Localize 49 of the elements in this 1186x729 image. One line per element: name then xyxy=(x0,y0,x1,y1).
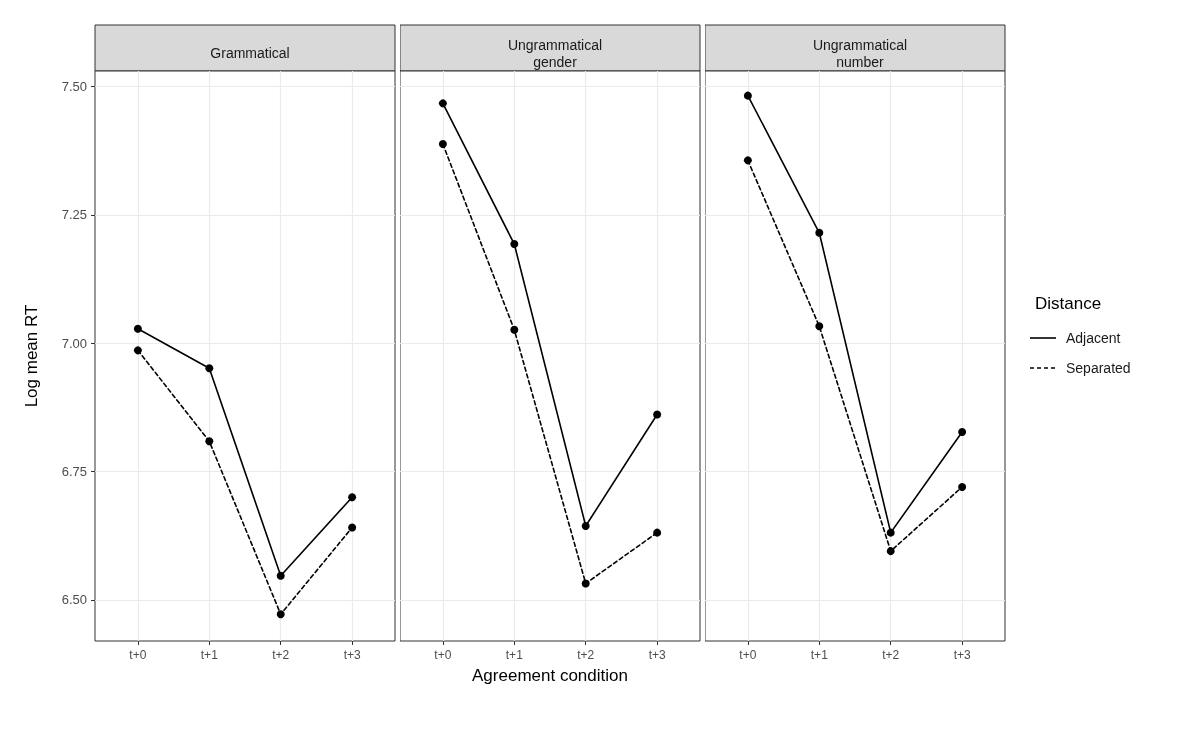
point xyxy=(743,91,752,100)
point xyxy=(348,523,357,532)
point xyxy=(276,571,285,580)
x-tick-label: t+0 xyxy=(129,648,147,662)
x-tick-label: t+3 xyxy=(343,648,361,662)
y-tick-label: 7.50 xyxy=(61,78,87,94)
point xyxy=(815,228,824,237)
point xyxy=(653,410,662,419)
point xyxy=(438,139,447,148)
x-tick-label: t+1 xyxy=(810,648,829,662)
point xyxy=(205,437,214,446)
point xyxy=(581,579,590,588)
x-tick-label: t+3 xyxy=(953,648,971,662)
x-axis-title: Agreement condition xyxy=(472,666,628,685)
point xyxy=(815,322,824,331)
chart-title: Ungrammatical number xyxy=(812,36,908,70)
chart-title: Ungrammatical gender xyxy=(507,36,603,70)
legend-label: Separated xyxy=(1066,360,1131,376)
x-tick-label: t+3 xyxy=(648,648,666,662)
x-tick-label: t+2 xyxy=(577,648,595,662)
x-tick-label: t+1 xyxy=(505,648,524,662)
x-tick-label: t+1 xyxy=(200,648,219,662)
point xyxy=(743,156,752,165)
legend-title: Distance xyxy=(1035,294,1102,313)
y-tick-label: 7.00 xyxy=(61,335,87,351)
point xyxy=(133,324,142,333)
point xyxy=(438,99,447,108)
point xyxy=(886,528,895,537)
point xyxy=(133,346,142,355)
y-tick-label: 6.50 xyxy=(61,592,87,608)
point xyxy=(886,547,895,556)
point xyxy=(348,493,357,502)
y-tick-label: 6.75 xyxy=(61,464,87,480)
x-tick-label: t+0 xyxy=(739,648,757,662)
point xyxy=(958,482,967,491)
chart-title: Grammatical xyxy=(210,45,290,61)
point xyxy=(958,428,967,436)
point xyxy=(510,240,519,249)
x-tick-label: t+2 xyxy=(882,648,900,662)
point xyxy=(581,521,590,530)
point xyxy=(276,610,285,619)
point xyxy=(205,364,214,373)
x-tick-label: t+0 xyxy=(434,648,452,662)
point xyxy=(510,325,519,334)
y-tick-label: 7.25 xyxy=(61,207,87,223)
y-axis-title: Log mean RT xyxy=(22,304,41,408)
legend-label: Adjacent xyxy=(1066,330,1121,346)
x-tick-label: t+2 xyxy=(272,648,290,662)
point xyxy=(653,528,662,537)
